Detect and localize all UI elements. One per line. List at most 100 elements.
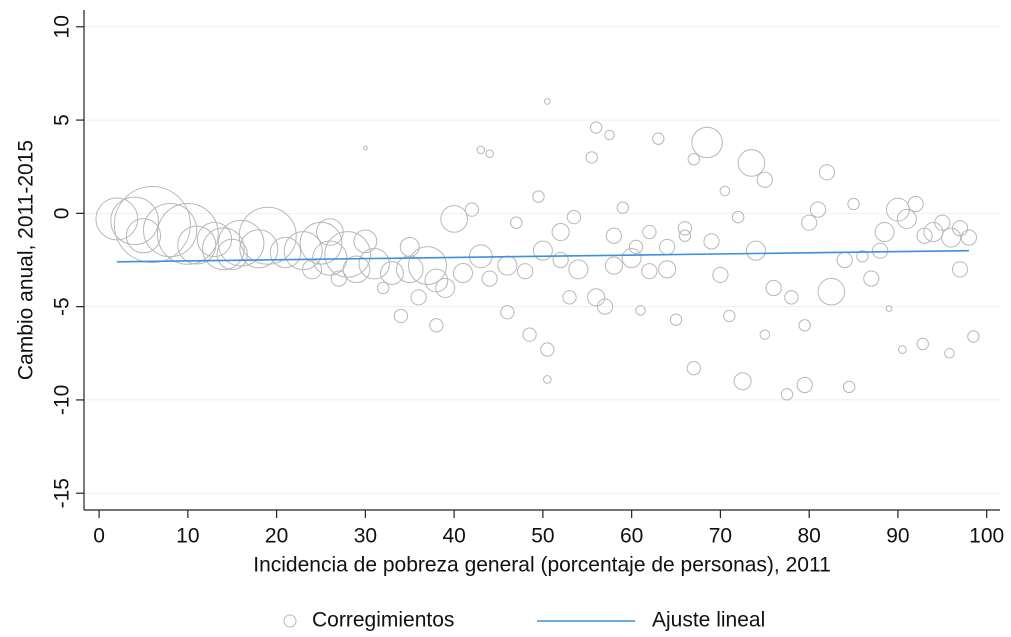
bubble — [543, 375, 552, 384]
bubble — [429, 318, 444, 333]
x-tick-label: 50 — [531, 525, 554, 548]
bubble — [585, 151, 598, 164]
bubble — [669, 313, 683, 326]
bubble — [723, 309, 736, 323]
fit-line — [116, 249, 969, 263]
x-tick-label: 10 — [176, 525, 199, 548]
bubble — [652, 132, 665, 145]
bubble — [517, 263, 534, 280]
bubble — [476, 145, 486, 155]
bubble — [642, 224, 657, 240]
bubble — [604, 256, 623, 275]
bubble — [543, 98, 551, 105]
bubble — [497, 255, 518, 276]
bubble — [217, 219, 265, 267]
bubble — [719, 185, 731, 197]
bubble — [733, 372, 752, 391]
bubble — [863, 270, 880, 287]
bubble — [399, 236, 420, 257]
bubble — [798, 319, 811, 332]
bubble — [737, 149, 766, 177]
bubble — [872, 242, 889, 259]
bubble — [566, 209, 582, 225]
x-tick-label: 20 — [265, 525, 288, 548]
bubble — [239, 229, 279, 269]
x-tick-label: 60 — [620, 525, 643, 548]
bubble — [330, 270, 347, 287]
bubble — [703, 233, 720, 250]
bubble — [95, 197, 139, 241]
bubble — [759, 329, 771, 340]
bubble — [923, 222, 944, 243]
bubble — [552, 251, 569, 269]
bubble — [960, 229, 978, 246]
bubble — [745, 240, 766, 261]
bubble — [540, 342, 555, 357]
y-tick-label: 5 — [51, 114, 74, 126]
legend-marker — [283, 614, 297, 628]
bubble — [659, 238, 676, 256]
bubble — [440, 205, 468, 233]
bubble — [856, 250, 869, 263]
bubble — [678, 229, 692, 242]
bubble — [885, 305, 893, 312]
bubble — [125, 218, 162, 254]
bubble — [818, 164, 836, 181]
bubble — [353, 229, 378, 254]
bubble — [216, 238, 248, 271]
y-tick-label: 10 — [51, 15, 74, 38]
bubble — [731, 210, 745, 224]
bubble — [393, 308, 409, 324]
bubble — [691, 126, 723, 159]
x-tick-label: 70 — [709, 525, 732, 548]
bubble — [951, 220, 969, 237]
bubble — [510, 216, 523, 229]
bubble — [677, 221, 693, 236]
bubble — [410, 289, 427, 306]
bubble — [201, 227, 245, 271]
bubble — [587, 288, 606, 307]
bubble — [177, 225, 217, 265]
bubble — [453, 263, 474, 284]
bubble — [616, 201, 629, 214]
bubble — [532, 240, 553, 261]
bubble — [316, 218, 344, 246]
x-tick-label: 90 — [886, 525, 909, 548]
bubble — [435, 277, 456, 298]
bubble — [551, 222, 570, 242]
x-tick-label: 30 — [354, 525, 377, 548]
bubble — [605, 227, 622, 244]
bubble — [951, 261, 969, 278]
bubble — [836, 251, 853, 269]
y-tick-label: -15 — [51, 478, 74, 508]
bubble — [847, 197, 860, 211]
bubble — [342, 255, 371, 284]
bubble — [898, 345, 907, 354]
legend-label: Corregimientos — [312, 609, 454, 632]
x-tick-label: 100 — [969, 525, 1004, 548]
x-tick-label: 0 — [93, 525, 105, 548]
bubble — [801, 214, 818, 231]
bubble — [500, 305, 515, 320]
bubble — [780, 388, 794, 401]
bubble — [464, 202, 480, 217]
x-axis-label: Incidencia de pobreza general (porcentaj… — [253, 554, 831, 577]
bubble — [658, 260, 677, 279]
bubble — [596, 298, 614, 315]
bubble — [485, 149, 494, 158]
y-axis-label: Cambio anual, 2011-2015 — [15, 140, 38, 380]
bubble — [589, 121, 603, 134]
bubble — [941, 227, 962, 248]
bubble — [756, 171, 773, 188]
bubble — [110, 196, 159, 246]
y-tick-label: 0 — [51, 208, 74, 220]
bubble — [687, 153, 700, 166]
bubble — [765, 279, 782, 297]
bubble — [568, 259, 589, 280]
bubble — [784, 290, 799, 305]
x-tick-label: 80 — [797, 525, 820, 548]
bubble — [641, 263, 658, 280]
bubble — [324, 231, 371, 278]
bubble — [362, 145, 368, 151]
bubble — [376, 281, 390, 295]
